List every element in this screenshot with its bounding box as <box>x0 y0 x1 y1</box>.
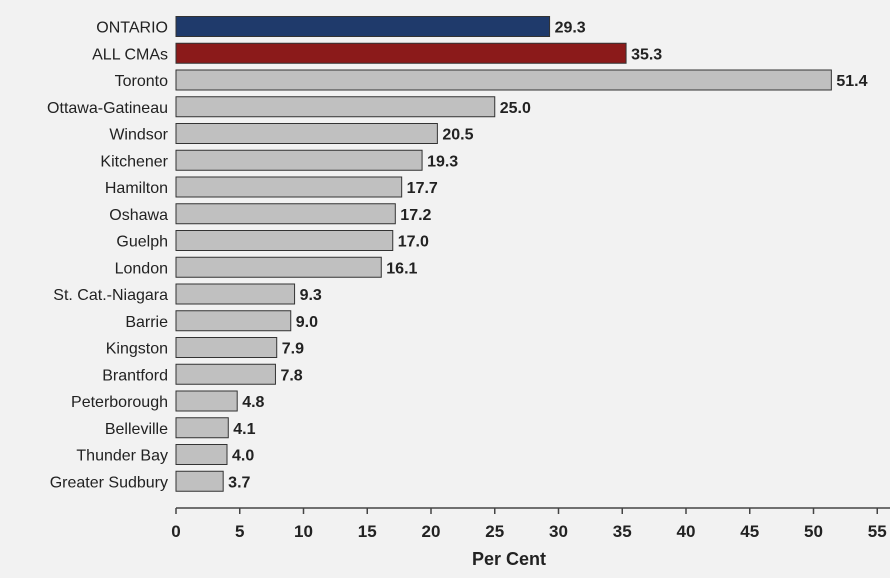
value-label: 7.9 <box>282 341 304 358</box>
category-label: ONTARIO <box>96 20 168 37</box>
bar <box>175 123 438 144</box>
bar <box>175 390 238 412</box>
category-label: London <box>115 260 168 277</box>
bar <box>175 203 396 225</box>
category-label: Barrie <box>125 314 168 331</box>
category-label: St. Cat.-Niagara <box>53 287 168 304</box>
category-label: Guelph <box>116 234 168 251</box>
value-label: 35.3 <box>631 46 662 63</box>
value-label: 4.0 <box>232 448 254 465</box>
value-label: 3.7 <box>228 474 250 491</box>
category-label: Brantford <box>102 367 168 384</box>
bar <box>175 230 394 251</box>
bar <box>175 256 382 278</box>
value-label: 25.0 <box>500 100 531 117</box>
category-label: ALL CMAs <box>92 46 168 63</box>
bar <box>175 176 403 198</box>
x-tick-label: 0 <box>171 522 180 541</box>
bar <box>175 470 224 492</box>
bar <box>175 69 832 91</box>
value-label: 7.8 <box>280 367 302 384</box>
bar <box>175 283 296 305</box>
bars-layer <box>175 16 832 492</box>
category-label: Thunder Bay <box>76 448 168 465</box>
x-tick-label: 25 <box>485 522 504 541</box>
category-label: Greater Sudbury <box>50 474 168 491</box>
value-label: 17.0 <box>398 234 429 251</box>
value-label: 29.3 <box>555 20 586 37</box>
x-tick-label: 10 <box>294 522 313 541</box>
category-label: Kitchener <box>100 153 168 170</box>
value-label: 17.7 <box>407 180 438 197</box>
bar <box>175 444 228 465</box>
x-axis-ticks: 0 5 10 15 20 25 30 35 40 45 50 55 <box>171 508 887 541</box>
category-label: Kingston <box>106 341 168 358</box>
category-label: Ottawa-Gatineau <box>47 100 168 117</box>
bar <box>175 16 551 37</box>
category-labels: ONTARIO ALL CMAs Toronto Ottawa-Gatineau Win… <box>47 20 169 492</box>
category-label: Toronto <box>115 73 168 90</box>
x-tick-label: 40 <box>677 522 696 541</box>
bar <box>175 149 423 171</box>
x-tick-label: 55 <box>868 522 887 541</box>
x-tick-label: 35 <box>613 522 632 541</box>
x-tick-label: 15 <box>358 522 377 541</box>
bar <box>175 417 229 439</box>
value-label: 17.2 <box>400 207 431 224</box>
category-label: Peterborough <box>71 394 168 411</box>
value-label: 9.0 <box>296 314 318 331</box>
value-label: 4.1 <box>233 421 255 438</box>
bar <box>175 42 627 64</box>
x-tick-label: 20 <box>422 522 441 541</box>
x-axis-title: Per Cent <box>472 549 546 569</box>
value-label: 9.3 <box>300 287 322 304</box>
bar <box>175 96 496 118</box>
value-label: 19.3 <box>427 153 458 170</box>
value-label: 4.8 <box>242 394 264 411</box>
x-tick-label: 5 <box>235 522 244 541</box>
value-label: 20.5 <box>442 127 473 144</box>
category-label: Hamilton <box>105 180 168 197</box>
bar <box>175 337 278 358</box>
x-tick-label: 50 <box>804 522 823 541</box>
x-tick-label: 45 <box>740 522 759 541</box>
bar <box>175 310 292 332</box>
value-label: 51.4 <box>836 73 867 90</box>
value-labels: 29.3 35.3 51.4 25.0 20.5 19.3 17.7 17.2 17.0 16.1… <box>228 20 867 492</box>
bar <box>175 363 276 385</box>
value-label: 16.1 <box>386 260 417 277</box>
category-label: Oshawa <box>109 207 168 224</box>
category-label: Belleville <box>105 421 168 438</box>
x-tick-label: 30 <box>549 522 568 541</box>
category-label: Windsor <box>109 127 168 144</box>
